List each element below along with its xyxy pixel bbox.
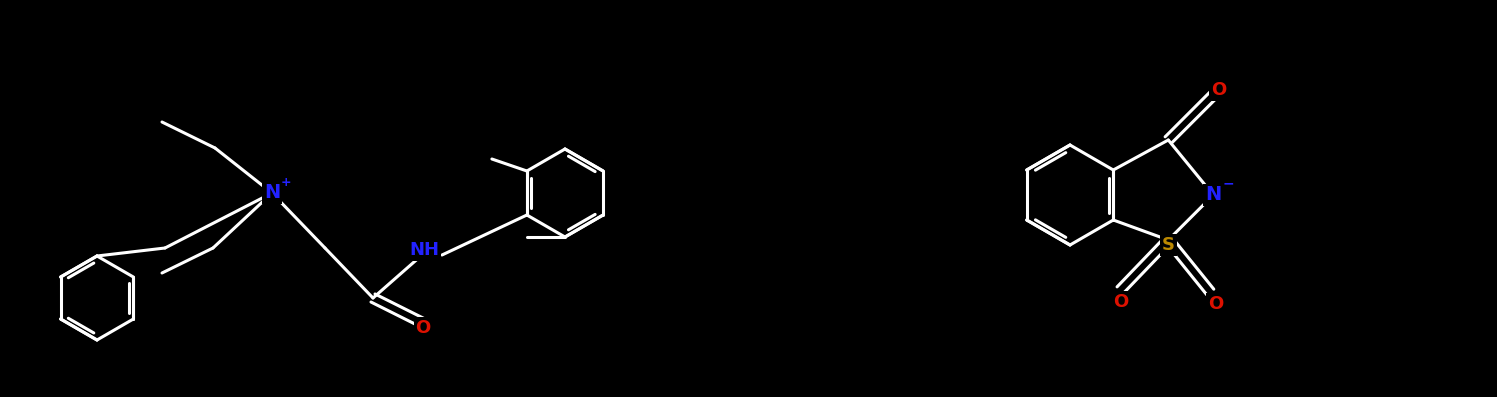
Text: −: − xyxy=(1223,176,1234,190)
Text: S: S xyxy=(1162,236,1175,254)
Text: O: O xyxy=(1112,293,1127,311)
Text: +: + xyxy=(281,177,292,189)
Text: N: N xyxy=(263,183,280,202)
Text: O: O xyxy=(1211,81,1226,99)
Text: N: N xyxy=(1205,185,1222,204)
Text: NH: NH xyxy=(409,241,439,259)
Text: O: O xyxy=(415,319,431,337)
Text: O: O xyxy=(1208,295,1223,313)
